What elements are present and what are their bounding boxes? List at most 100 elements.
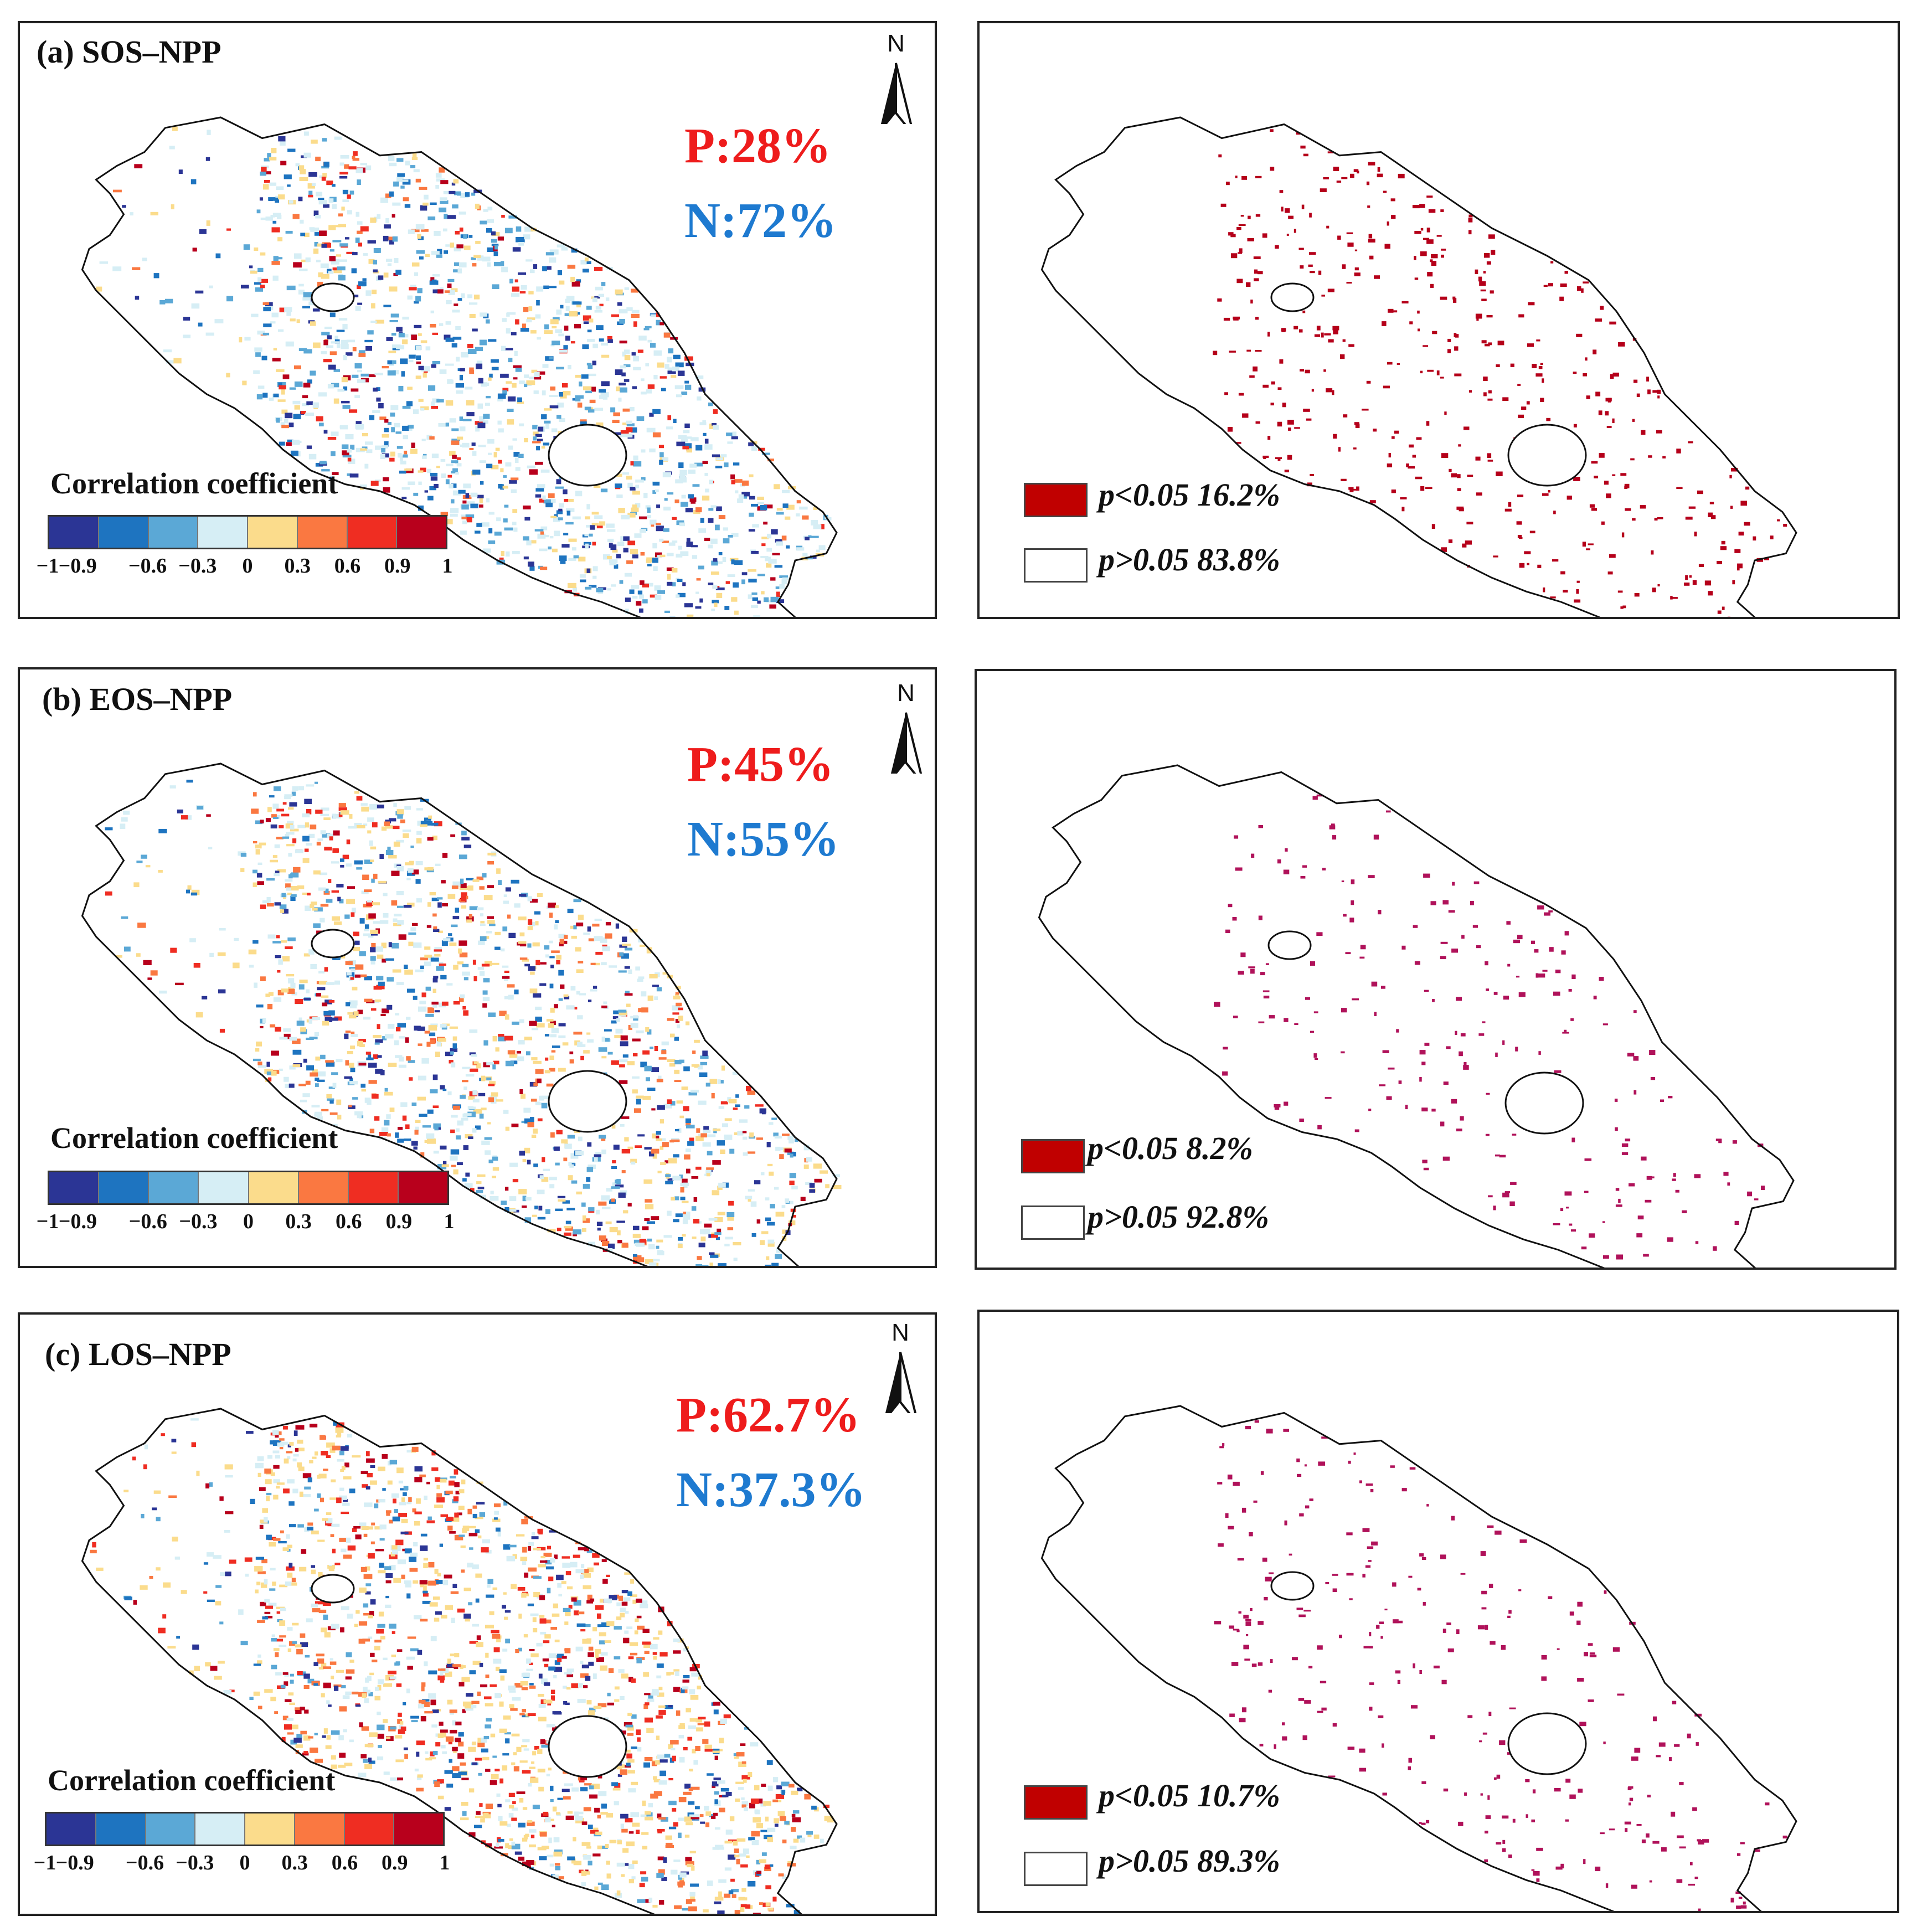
colorbar-tick-label: 1 <box>444 1210 455 1233</box>
negative-share-c: N:37.3% <box>676 1462 866 1517</box>
colorbar-swatch <box>397 517 446 548</box>
legend-label-significant-a: p<0.05 16.2% <box>1099 477 1280 513</box>
colorbar-tick-label: −0.3 <box>178 554 217 578</box>
colorbar-tick-label: 0.3 <box>281 1851 308 1874</box>
significance-map-c <box>1040 1405 1797 1911</box>
colorbar-ticks-a: −1 −0.9 −0.6 −0.3 0 0.3 0.6 0.9 1 <box>37 554 453 581</box>
colorbar-tick-label: 0.9 <box>382 1851 408 1874</box>
legend-label-not-significant-b: p>0.05 92.8% <box>1088 1199 1269 1235</box>
north-letter: N <box>891 1319 909 1346</box>
legend-label-not-significant-c: p>0.05 89.3% <box>1099 1843 1280 1879</box>
colorbar-a <box>48 515 447 549</box>
colorbar-ticks-c: −1 −0.9 −0.6 −0.3 0 0.3 0.6 0.9 1 <box>34 1851 450 1878</box>
colorbar-swatch <box>148 517 199 548</box>
legend-swatch-significant <box>1021 1139 1085 1173</box>
study-area-outline <box>81 116 838 617</box>
colorbar-swatch <box>347 517 398 548</box>
colorbar-tick-label: −0.3 <box>179 1210 218 1233</box>
correlation-raster <box>105 780 842 1266</box>
colorbar-swatch <box>298 1172 349 1203</box>
legend-swatch-not-significant <box>1021 1205 1085 1240</box>
colorbar-tick-label: 0.6 <box>336 1210 362 1233</box>
study-area-outline <box>81 1408 838 1914</box>
negative-share-b: N:55% <box>687 812 839 867</box>
positive-share-b: P:45% <box>687 737 834 792</box>
colorbar-tick-label: −1 <box>36 554 59 578</box>
lake-outline <box>1270 282 1315 312</box>
legend-title-a: Correlation coefficient <box>50 467 338 500</box>
correlation-map-c <box>81 1408 838 1914</box>
significance-raster <box>1214 794 1765 1260</box>
correlation-raster <box>90 1418 834 1914</box>
lake-outline <box>548 1070 627 1133</box>
significance-raster <box>1213 129 1787 617</box>
colorbar-tick-label: 0 <box>242 554 253 578</box>
lake-outline <box>311 1574 355 1604</box>
colorbar-tick-label: 0.3 <box>284 554 311 578</box>
colorbar-tick-label: 0.9 <box>385 1210 413 1233</box>
colorbar-c <box>45 1812 445 1846</box>
colorbar-swatch <box>245 1813 295 1845</box>
colorbar-tick-label: 0.6 <box>331 1851 358 1874</box>
legend-title-c: Correlation coefficient <box>48 1764 336 1797</box>
colorbar-b <box>48 1171 449 1205</box>
colorbar-tick-label: −1 <box>36 1210 59 1233</box>
colorbar-tick-label: 1 <box>439 1851 450 1874</box>
colorbar-swatch <box>99 517 149 548</box>
lake-outline <box>1507 424 1587 487</box>
colorbar-tick-label: −0.9 <box>58 554 97 578</box>
legend-label-significant-c: p<0.05 10.7% <box>1099 1778 1280 1813</box>
significance-map-b <box>1038 764 1795 1268</box>
colorbar-tick-label: 0.9 <box>384 554 411 578</box>
north-letter: N <box>897 679 915 707</box>
colorbar-tick-label: −0.6 <box>125 1851 164 1874</box>
lake-outline <box>311 929 355 959</box>
legend-swatch-not-significant <box>1024 548 1088 583</box>
correlation-map-panel-b: (b) EOS–NPP P:45% N:55% N Correlation co… <box>18 667 937 1268</box>
positive-share-c: P:62.7% <box>676 1388 860 1442</box>
north-arrow-icon: N <box>878 1319 923 1413</box>
colorbar-tick-label: −1 <box>33 1851 56 1874</box>
colorbar-tick-label: −0.9 <box>55 1851 94 1874</box>
colorbar-tick-label: −0.6 <box>128 554 167 578</box>
colorbar-tick-label: 0.3 <box>285 1210 312 1233</box>
legend-title-b: Correlation coefficient <box>50 1121 338 1155</box>
colorbar-swatch <box>198 517 248 548</box>
north-arrow-icon: N <box>874 30 918 124</box>
colorbar-tick-label: 0.6 <box>334 554 361 578</box>
colorbar-swatch <box>344 1813 395 1845</box>
colorbar-swatch <box>96 1813 146 1845</box>
colorbar-swatch <box>49 1172 100 1203</box>
colorbar-tick-label: −0.6 <box>128 1210 167 1233</box>
lake-outline <box>1267 930 1312 960</box>
lake-outline <box>548 424 627 487</box>
colorbar-tick-label: 0 <box>243 1210 254 1233</box>
panel-title-a: (a) SOS–NPP <box>37 34 221 70</box>
lake-outline <box>311 282 355 312</box>
significance-raster <box>1214 1420 1787 1911</box>
study-area-outline <box>1040 1405 1797 1911</box>
colorbar-tick-label: −0.9 <box>58 1210 97 1233</box>
colorbar-tick-label: 1 <box>442 554 453 578</box>
colorbar-swatch <box>49 517 99 548</box>
legend-label-significant-b: p<0.05 8.2% <box>1088 1130 1253 1166</box>
study-area-outline <box>1038 764 1795 1268</box>
north-arrow-icon: N <box>884 679 928 774</box>
colorbar-tick-label: 0 <box>239 1851 250 1874</box>
correlation-map-panel-a: (a) SOS–NPP P:28% N:72% N Correlation co… <box>18 21 937 619</box>
negative-share-a: N:72% <box>684 193 837 248</box>
colorbar-swatch <box>297 517 348 548</box>
correlation-map-a <box>81 116 838 617</box>
correlation-map-b <box>81 763 842 1266</box>
colorbar-swatch <box>249 1172 299 1203</box>
colorbar-swatch <box>99 1172 150 1203</box>
significance-map-panel-c: p<0.05 10.7% p>0.05 89.3% <box>977 1310 1899 1913</box>
study-area-outline <box>1040 116 1797 617</box>
lake-outline <box>548 1715 627 1778</box>
colorbar-swatch <box>195 1813 245 1845</box>
significance-map-panel-a: p<0.05 16.2% p>0.05 83.8% <box>977 21 1900 619</box>
correlation-map-panel-c: (c) LOS–NPP P:62.7% N:37.3% N Correlatio… <box>18 1312 937 1916</box>
significance-map-a <box>1040 116 1797 617</box>
colorbar-swatch <box>199 1172 249 1203</box>
colorbar-swatch <box>149 1172 199 1203</box>
